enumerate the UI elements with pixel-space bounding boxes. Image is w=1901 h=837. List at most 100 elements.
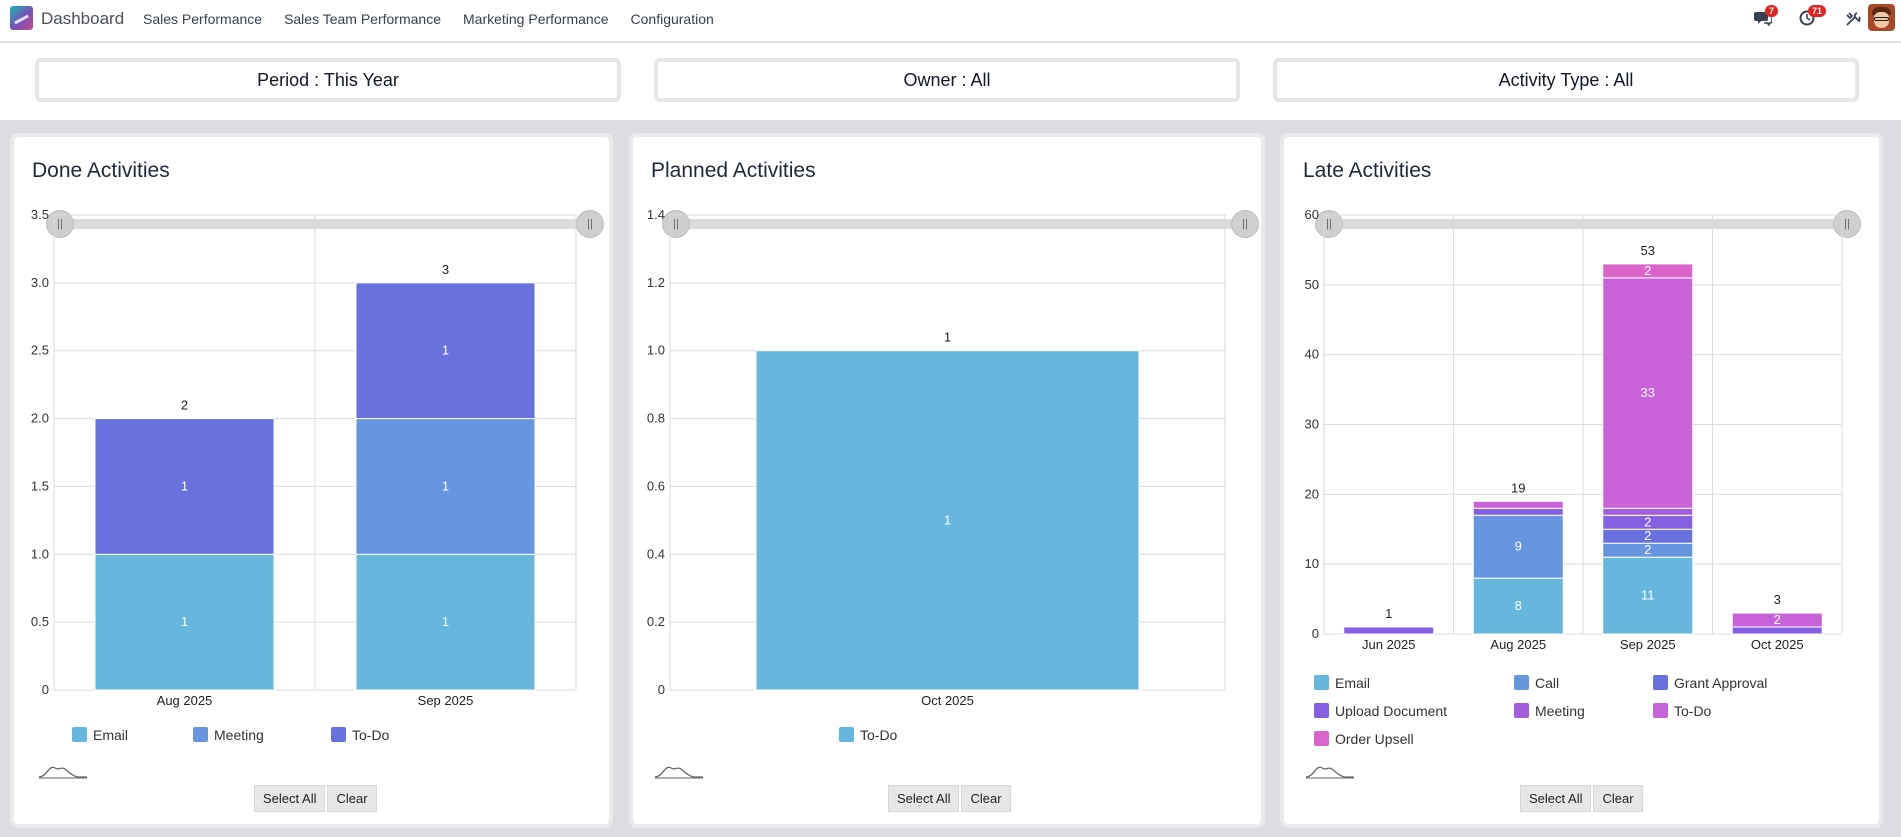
legend-swatch <box>193 727 208 742</box>
legend-item-to-do[interactable]: To-Do <box>1653 703 1711 719</box>
legend-actions: Select All Clear <box>254 785 379 812</box>
activities-clock-icon[interactable]: 71 <box>1799 5 1827 31</box>
bar-segment-order-upsell <box>1602 263 1694 279</box>
select-all-button[interactable]: Select All <box>888 785 960 812</box>
chart-type-sparkline-icon[interactable] <box>1304 760 1356 780</box>
bar-total-label: 3 <box>442 262 449 277</box>
select-all-button[interactable]: Select All <box>254 785 326 812</box>
bar-segment-email <box>355 553 536 691</box>
messages-badge: 7 <box>1765 5 1779 17</box>
bar-segment-upload-document <box>1731 626 1823 635</box>
legend-item-order-upsell[interactable]: Order Upsell <box>1314 731 1414 747</box>
x-tick-label: Oct 2025 <box>921 693 974 708</box>
y-tick-label: 1.0 <box>647 343 665 358</box>
legend-item-email[interactable]: Email <box>72 727 128 743</box>
debug-tools-icon[interactable] <box>1845 11 1861 32</box>
bar-total-label: 1 <box>1385 606 1392 621</box>
app-title[interactable]: Dashboard <box>41 9 125 28</box>
legend-item-upload-document[interactable]: Upload Document <box>1314 703 1447 719</box>
legend-label: Order Upsell <box>1335 731 1414 747</box>
late-activities-card: Late Activities || || 0 10 20 30 40 50 60 1 Jun … <box>1280 133 1883 828</box>
y-tick-label: 0.6 <box>647 478 665 493</box>
period-filter-button[interactable]: Period : This Year <box>35 58 621 102</box>
filter-bar: Period : This Year Owner : All Activity … <box>0 43 1901 121</box>
y-tick-label: 20 <box>1305 486 1319 501</box>
chart-legend: Email Meeting To-Do <box>72 727 592 807</box>
messages-icon[interactable]: 7 <box>1754 5 1779 31</box>
legend-label: Email <box>93 727 129 743</box>
bar-segment-to-do <box>1472 500 1564 509</box>
slider-track[interactable] <box>1327 219 1849 229</box>
y-tick-label: 0.4 <box>647 546 665 561</box>
bar-value-label: 2 <box>1644 514 1651 529</box>
legend-swatch <box>1314 703 1329 718</box>
y-tick-label: 0 <box>1312 626 1319 641</box>
y-tick-label: 40 <box>1305 347 1319 362</box>
bar-segment-call <box>1472 514 1564 579</box>
legend-label: Upload Document <box>1335 703 1448 719</box>
user-avatar[interactable] <box>1868 4 1895 31</box>
legend-swatch <box>331 727 346 742</box>
legend-item-grant-approval[interactable]: Grant Approval <box>1653 675 1767 691</box>
bar-segment-to-do <box>755 350 1140 691</box>
app-logo-icon[interactable] <box>10 6 33 30</box>
menu-configuration[interactable]: Configuration <box>630 11 714 27</box>
y-tick-label: 3.5 <box>31 207 49 222</box>
y-tick-label: 50 <box>1305 277 1319 292</box>
legend-item-call[interactable]: Call <box>1514 675 1559 691</box>
bar-value-label: 1 <box>442 614 449 629</box>
legend-swatch <box>1514 675 1529 690</box>
menu-sales-team-performance[interactable]: Sales Team Performance <box>284 11 441 27</box>
legend-label: To-Do <box>860 727 898 743</box>
y-tick-label: 1.5 <box>31 478 49 493</box>
bar-segment-to-do <box>355 282 536 420</box>
select-all-button[interactable]: Select All <box>1520 785 1592 812</box>
chart-type-sparkline-icon[interactable] <box>37 760 89 780</box>
bar-value-label: 1 <box>181 614 188 629</box>
slider-handle-right[interactable]: || <box>1231 210 1259 238</box>
legend-item-to-do[interactable]: To-Do <box>331 727 389 743</box>
y-tick-label: 0.2 <box>647 614 665 629</box>
y-tick-label: 60 <box>1305 207 1319 222</box>
bar-segment-to-do <box>1602 277 1694 509</box>
y-tick-label: 0.8 <box>647 411 665 426</box>
x-tick-label: Oct 2025 <box>1751 637 1804 652</box>
legend-label: Meeting <box>214 727 264 743</box>
menu-marketing-performance[interactable]: Marketing Performance <box>463 11 609 27</box>
bar-segment-to-do <box>1731 612 1823 628</box>
avatar-glasses <box>1874 17 1889 21</box>
clear-button[interactable]: Clear <box>1593 785 1643 812</box>
clear-button[interactable]: Clear <box>961 785 1011 812</box>
slider-track[interactable] <box>674 219 1247 229</box>
clear-button[interactable]: Clear <box>327 785 377 812</box>
x-tick-label: Sep 2025 <box>1620 637 1676 652</box>
planned-activities-card: Planned Activities || || 0 0.2 0.4 0.6 0.8 1.… <box>629 133 1265 828</box>
chart-legend: Email Call Grant Approval Upload Document Me… <box>1314 675 1874 775</box>
legend-label: Grant Approval <box>1674 675 1768 691</box>
y-tick-label: 2.0 <box>31 411 49 426</box>
y-tick-label: 1.0 <box>31 546 49 561</box>
slider-handle-right[interactable]: || <box>576 210 604 238</box>
menu-sales-performance[interactable]: Sales Performance <box>143 11 263 27</box>
y-tick-label: 2.5 <box>31 343 49 358</box>
activity-type-filter-button[interactable]: Activity Type : All <box>1273 58 1859 102</box>
legend-swatch <box>1653 703 1668 718</box>
planned-activities-chart: 0 0.2 0.4 0.6 0.8 1.0 1.2 1.4 1 1 Oct 2025 <box>647 207 1226 708</box>
y-tick-label: 0 <box>42 682 49 697</box>
slider-track[interactable] <box>58 219 592 229</box>
card-title: Late Activities <box>1303 159 1432 182</box>
x-tick-label: Sep 2025 <box>418 693 474 708</box>
legend-item-email[interactable]: Email <box>1314 675 1370 691</box>
legend-item-meeting[interactable]: Meeting <box>193 727 264 743</box>
range-slider[interactable]: || || <box>46 210 604 238</box>
legend-item-meeting[interactable]: Meeting <box>1514 703 1585 719</box>
chart-type-sparkline-icon[interactable] <box>653 760 705 780</box>
owner-filter-button[interactable]: Owner : All <box>654 58 1240 102</box>
legend-swatch <box>72 727 87 742</box>
bar-segment-meeting <box>355 418 536 555</box>
bar-segment-email <box>1602 556 1694 635</box>
legend-item-to-do[interactable]: To-Do <box>839 727 897 743</box>
bar-segment-meeting <box>1602 507 1694 516</box>
y-tick-label: 10 <box>1305 556 1319 571</box>
